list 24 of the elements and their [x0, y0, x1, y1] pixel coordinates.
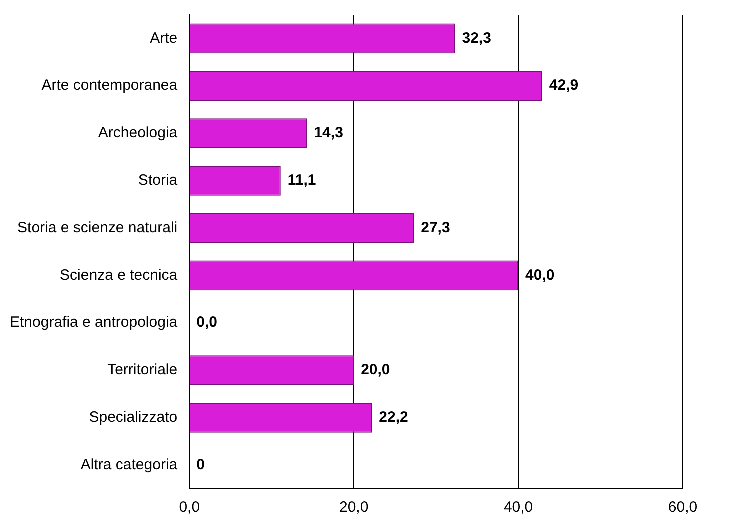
data-label: 32,3	[462, 30, 492, 47]
data-label: 14,3	[314, 124, 344, 142]
y-tick-label: Territoriale	[108, 362, 178, 379]
y-tick-label: Arte contemporanea	[42, 77, 178, 94]
data-label: 22,2	[379, 409, 408, 426]
x-tick-label: 0,0	[179, 499, 200, 516]
data-label: 20,0	[361, 362, 390, 379]
y-tick-label: Specializzato	[89, 409, 178, 426]
data-label: 11,1	[288, 172, 316, 190]
y-tick-label: Archeologia	[98, 124, 178, 142]
x-tick-label: 60,0	[668, 499, 698, 516]
data-label: 42,9	[549, 77, 579, 94]
data-label: 0	[196, 456, 205, 474]
y-tick-label: Scienza e tecnica	[60, 266, 178, 284]
y-tick-label: Storia	[138, 172, 178, 190]
x-tick-label: 40,0	[504, 499, 534, 516]
data-label: 40,0	[526, 266, 555, 284]
y-tick-label: Storia e scienze naturali	[18, 219, 178, 236]
x-tick-label: 20,0	[339, 499, 369, 516]
data-label: 0,0	[196, 314, 218, 332]
y-tick-label: Arte	[150, 30, 178, 47]
y-tick-label: Altra categoria	[80, 456, 178, 474]
data-label: 27,3	[421, 219, 450, 236]
y-tick-label: Etnografia e antropologia	[10, 314, 178, 332]
